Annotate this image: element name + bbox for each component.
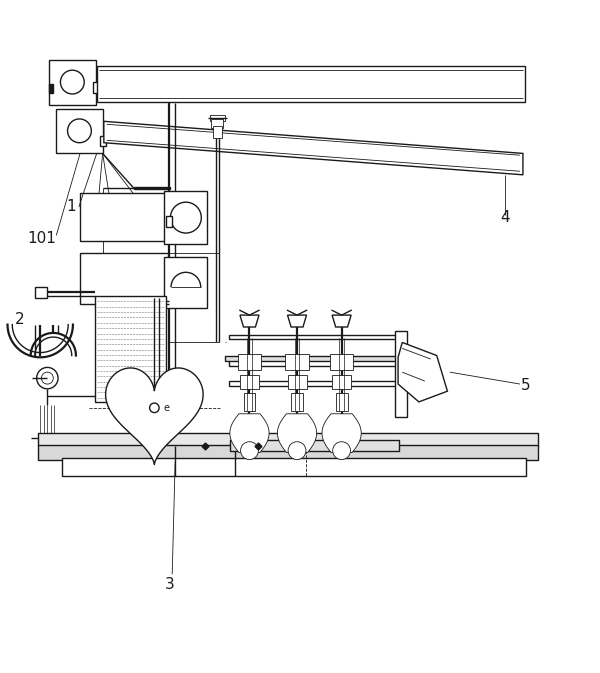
Bar [285, 354, 309, 370]
Bar [80, 253, 168, 304]
Bar [100, 135, 106, 146]
Bar [80, 192, 168, 242]
Text: 5: 5 [521, 378, 531, 393]
Polygon shape [322, 414, 361, 452]
Bar [62, 458, 526, 476]
Bar [332, 375, 351, 389]
Text: 101: 101 [27, 231, 56, 246]
Text: e: e [163, 403, 169, 413]
Bar [229, 381, 401, 386]
Bar [395, 330, 407, 417]
Bar [330, 354, 353, 370]
Circle shape [149, 403, 159, 413]
Bar [213, 126, 221, 138]
Bar [38, 445, 538, 460]
Polygon shape [106, 368, 203, 464]
Bar [209, 115, 225, 121]
Bar [35, 287, 47, 298]
Bar [93, 82, 99, 93]
Bar [56, 109, 103, 153]
Bar [166, 216, 172, 227]
Bar [335, 393, 347, 411]
Bar [211, 119, 223, 129]
Bar [240, 375, 259, 389]
Text: 3: 3 [164, 577, 174, 592]
Polygon shape [277, 414, 317, 452]
Polygon shape [240, 315, 259, 327]
Bar [164, 258, 207, 308]
Bar [38, 433, 538, 446]
Text: 4: 4 [500, 210, 510, 225]
Bar [95, 296, 166, 402]
Text: 2: 2 [14, 312, 24, 327]
Polygon shape [40, 450, 55, 458]
Polygon shape [287, 315, 307, 327]
Bar [238, 354, 262, 370]
Polygon shape [230, 414, 269, 452]
Polygon shape [398, 343, 448, 402]
Bar [244, 393, 256, 411]
Bar [229, 334, 401, 339]
Circle shape [332, 441, 350, 460]
Bar [49, 60, 95, 105]
Bar [97, 66, 524, 102]
Polygon shape [332, 315, 351, 327]
Bar [330, 441, 353, 451]
Text: 1: 1 [67, 199, 76, 215]
Circle shape [288, 441, 306, 460]
Bar [285, 441, 309, 451]
Polygon shape [104, 121, 523, 175]
Bar [238, 441, 262, 451]
Bar [287, 375, 307, 389]
Bar [229, 359, 401, 365]
Bar [164, 191, 207, 244]
Bar [225, 355, 403, 361]
Circle shape [241, 441, 259, 460]
Bar [230, 440, 399, 451]
Bar [291, 393, 303, 411]
Bar [134, 186, 170, 189]
Bar [49, 84, 53, 93]
